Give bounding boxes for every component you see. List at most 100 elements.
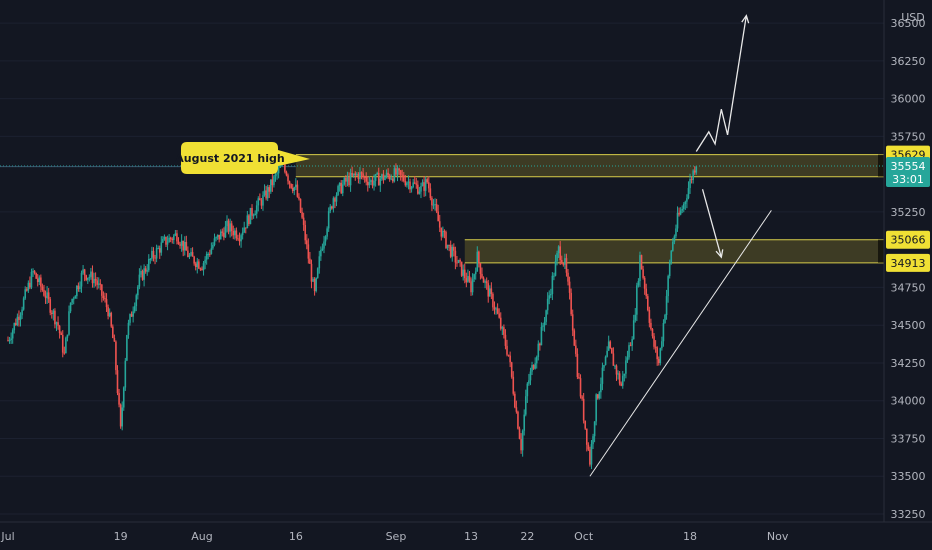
candle-body <box>673 236 676 242</box>
candle-body <box>542 325 544 327</box>
august-high-callout[interactable]: August 2021 high <box>175 142 310 174</box>
candle-body <box>24 289 27 299</box>
candle-body <box>611 348 613 354</box>
candle-body <box>415 183 418 185</box>
candle-body <box>427 182 430 189</box>
candle-body <box>83 269 86 276</box>
candle-body <box>579 378 582 397</box>
price-tick-label: 33750 <box>891 432 926 445</box>
candle-body <box>554 261 557 276</box>
candle-body <box>456 262 458 264</box>
candle-body <box>337 186 339 195</box>
candle-body <box>668 262 671 277</box>
time-axis[interactable]: Jul 19 Aug 16 Sep 13 22 Oct 18 Nov <box>0 521 932 543</box>
candle-body <box>119 404 122 427</box>
candle-body <box>531 365 533 372</box>
candle-body <box>359 172 361 180</box>
candle-body <box>412 182 414 187</box>
candle-body <box>255 205 258 214</box>
candle-body <box>406 182 408 186</box>
trendline[interactable] <box>589 210 772 477</box>
candle-body <box>540 326 543 346</box>
candle-body <box>63 352 66 354</box>
candle-body <box>331 206 333 209</box>
bearish-scenario-arrow-arrowhead <box>715 249 724 259</box>
candle-body <box>672 241 674 251</box>
candle-body <box>130 314 133 317</box>
candle-body <box>93 278 95 284</box>
candle-body <box>410 186 413 190</box>
candle-body <box>546 298 549 311</box>
candle-body <box>241 232 244 236</box>
candle-body <box>199 268 202 270</box>
candle-body <box>473 274 475 280</box>
time-tick-label: 18 <box>683 530 697 543</box>
candle-body <box>155 248 158 259</box>
time-tick-label: 13 <box>464 530 478 543</box>
bullish-scenario-arrow[interactable] <box>695 15 747 152</box>
candle-body <box>230 223 233 232</box>
candle-body <box>381 174 383 179</box>
candle-body <box>248 215 250 225</box>
candle-body <box>35 273 37 279</box>
candle-body <box>454 250 457 263</box>
candle-body <box>385 172 388 177</box>
candle-body <box>38 277 41 283</box>
candle-body <box>468 276 471 282</box>
candle-body <box>346 177 349 182</box>
candle-body <box>174 233 177 236</box>
candle-body <box>495 308 497 310</box>
candle-body <box>244 227 247 229</box>
price-axis[interactable]: USD 365003625036000357503525034750345003… <box>883 0 932 522</box>
time-tick-label: Sep <box>386 530 407 543</box>
candle-body <box>667 276 669 297</box>
candle-body <box>426 179 429 183</box>
resistance-zone-1[interactable] <box>464 239 884 263</box>
candle-body <box>213 238 216 246</box>
candle-body <box>506 345 508 355</box>
candle-body <box>545 310 547 322</box>
candle-body <box>108 312 111 317</box>
candle-body <box>517 411 519 429</box>
candle-body <box>429 188 432 198</box>
candle-body <box>600 383 602 393</box>
bearish-scenario-arrow[interactable] <box>701 189 722 258</box>
candle-body <box>612 353 615 366</box>
candle-body <box>420 186 422 192</box>
candle-body <box>229 223 231 232</box>
candle-body <box>404 180 407 186</box>
candle-body <box>474 271 477 275</box>
candle-body <box>607 341 610 351</box>
candle-body <box>402 175 405 181</box>
candle-body <box>387 172 389 176</box>
candle-body <box>396 168 399 175</box>
candle-body <box>223 232 225 238</box>
candle-body <box>681 208 684 211</box>
candle-body <box>30 271 33 288</box>
candle-body <box>112 326 114 339</box>
candle-body <box>601 367 604 384</box>
candle-body <box>670 250 673 263</box>
price-tick-label: 35750 <box>891 130 926 143</box>
resistance-zone-0[interactable] <box>295 154 884 177</box>
candle-body <box>620 383 622 386</box>
candle-body <box>188 255 191 257</box>
candle-body <box>679 210 682 215</box>
candle-body <box>646 296 649 311</box>
candle-body <box>157 248 159 250</box>
candle-body <box>556 253 558 262</box>
candle-body <box>584 420 587 429</box>
candle-body <box>550 294 552 296</box>
candle-body <box>585 428 588 445</box>
candle-body <box>25 289 28 291</box>
candle-body <box>395 168 397 175</box>
candle-body <box>165 236 167 245</box>
candle-body <box>29 282 31 288</box>
candle-body <box>266 187 269 199</box>
candle-body <box>80 272 83 287</box>
drawings[interactable] <box>589 14 772 477</box>
candle-body <box>618 373 621 384</box>
candle-body <box>198 261 200 269</box>
candle-body <box>564 258 566 265</box>
